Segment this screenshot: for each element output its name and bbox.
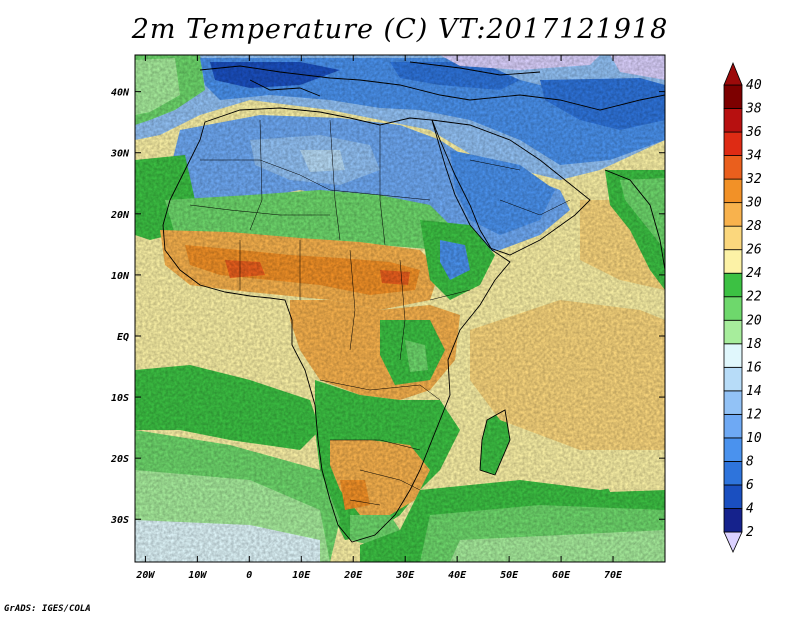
colorbar-segment xyxy=(723,84,743,109)
lat-tick-label: 10S xyxy=(111,393,129,404)
lon-tick-label: 50E xyxy=(500,570,519,581)
colorbar-segment xyxy=(723,319,743,345)
lat-tick-label: 30N xyxy=(110,149,130,160)
colorbar-segment xyxy=(723,413,743,439)
plot-frame xyxy=(134,54,666,563)
colorbar-label: 12 xyxy=(746,407,762,422)
colorbar-segment xyxy=(723,461,743,486)
lon-tick-label: 10W xyxy=(188,570,207,581)
colorbar-label: 24 xyxy=(746,266,762,281)
coastlines xyxy=(162,61,665,543)
lat-tick-label: 20S xyxy=(110,454,129,465)
colorbar-label: 20 xyxy=(746,313,762,328)
colorbar-label: 10 xyxy=(746,431,762,446)
colorbar-label: 8 xyxy=(746,454,754,469)
colorbar-label: 18 xyxy=(746,337,762,352)
colorbar-segment xyxy=(723,131,743,156)
colorbar-segment xyxy=(723,108,743,133)
colorbar-label: 4 xyxy=(746,501,754,516)
lat-tick-label: 40N xyxy=(111,88,130,99)
temperature-field xyxy=(135,55,665,562)
colorbar-label: 32 xyxy=(745,172,762,187)
colorbar-segment xyxy=(723,484,743,509)
colorbar-segment xyxy=(723,249,743,274)
colorbar-segment xyxy=(723,225,743,251)
lat-tick-label: 30S xyxy=(110,515,129,526)
colorbar-segment xyxy=(723,272,743,298)
lon-tick-label: 20E xyxy=(343,570,363,581)
colorbar-label: 26 xyxy=(746,243,762,258)
colorbar-label: 34 xyxy=(745,149,762,164)
colorbar-label: 6 xyxy=(746,478,754,493)
latitude-axis: 40N 30N 20N 10N EQ 10S 20S 30S xyxy=(110,88,665,526)
colorbar-segment xyxy=(723,508,743,533)
colorbar-segment xyxy=(723,296,743,321)
colorbar-segment xyxy=(723,437,743,462)
lon-tick-label: 20W xyxy=(135,570,155,581)
lat-tick-label: 10N xyxy=(111,271,130,282)
colorbar-arrow-low xyxy=(723,531,743,553)
colorbar-segment xyxy=(723,178,743,204)
longitude-axis: 20W 10W 0 10E 20E 30E 40E 50E 60E 70E xyxy=(135,55,623,581)
lon-tick-label: 70E xyxy=(604,570,623,581)
colorbar-label: 36 xyxy=(745,125,762,140)
colorbar-label: 22 xyxy=(746,290,762,305)
colorbar-segment xyxy=(723,155,743,180)
colorbar-label: 30 xyxy=(745,196,762,211)
colorbar-segment xyxy=(723,343,743,368)
colorbar-segment xyxy=(723,202,743,227)
colorbar-label: 2 xyxy=(746,525,754,540)
colorbar-label: 16 xyxy=(746,360,762,375)
colorbar-arrow-high xyxy=(723,61,743,86)
lon-tick-label: 0 xyxy=(246,570,252,581)
colorbar-label: 40 xyxy=(746,78,762,93)
lon-tick-label: 60E xyxy=(552,570,571,581)
colorbar-segment xyxy=(723,390,743,415)
lat-tick-label: 20N xyxy=(110,210,130,221)
grads-credit: GrADS: IGES/COLA xyxy=(4,604,91,614)
country-borders xyxy=(189,119,571,506)
chart-title: 2m Temperature (C) VT:2017121918 xyxy=(131,14,669,45)
colorbar-label: 14 xyxy=(746,384,762,399)
lon-tick-label: 40E xyxy=(448,570,467,581)
colorbar-label: 38 xyxy=(745,102,762,117)
lon-tick-label: 10E xyxy=(292,570,311,581)
lon-tick-label: 30E xyxy=(395,570,415,581)
lat-tick-label: EQ xyxy=(117,332,129,343)
colorbar-segment xyxy=(723,366,743,392)
colorbar-label: 28 xyxy=(746,219,762,234)
